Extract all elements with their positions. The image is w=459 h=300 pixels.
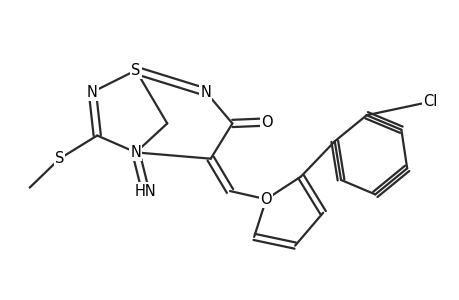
Text: Cl: Cl bbox=[422, 94, 437, 109]
Text: O: O bbox=[260, 192, 271, 207]
Text: O: O bbox=[261, 115, 272, 130]
Text: N: N bbox=[87, 85, 98, 100]
Text: S: S bbox=[131, 63, 140, 78]
Text: N: N bbox=[200, 85, 211, 100]
Text: S: S bbox=[55, 151, 64, 166]
Text: HN: HN bbox=[134, 184, 156, 199]
Text: N: N bbox=[130, 145, 141, 160]
